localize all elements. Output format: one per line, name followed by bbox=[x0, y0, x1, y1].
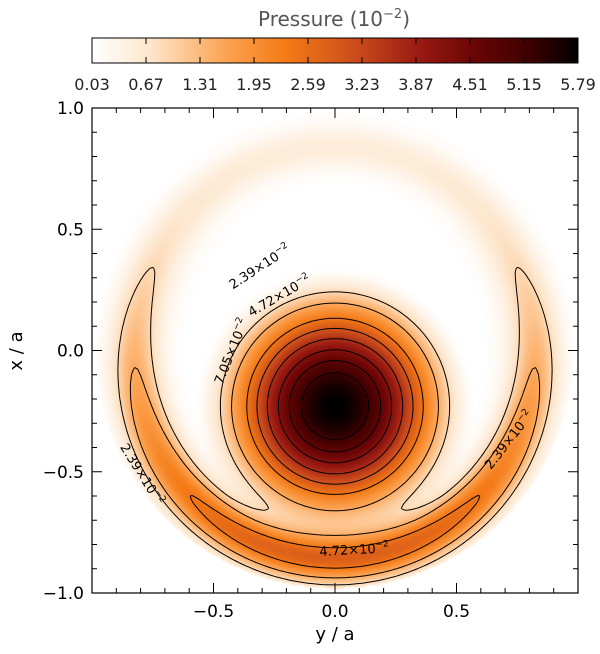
y-tick-label: −0.5 bbox=[43, 463, 84, 483]
colorbar-tick-label: 4.51 bbox=[452, 75, 488, 94]
colorbar-title-close: ) bbox=[402, 7, 410, 31]
colorbar-tick-label: 5.15 bbox=[506, 75, 542, 94]
colorbar-tick-label: 2.59 bbox=[290, 75, 326, 94]
colorbar-tick-label: 1.31 bbox=[182, 75, 218, 94]
colorbar-tick-label: 3.23 bbox=[344, 75, 380, 94]
x-tick-label: 0.0 bbox=[321, 602, 348, 622]
colorbar-title: Pressure (10−2) bbox=[258, 7, 410, 31]
x-axis-title: y / a bbox=[315, 624, 354, 645]
contour-label: 4.72×10−2 bbox=[319, 539, 389, 560]
contour-line bbox=[301, 372, 369, 441]
y-axis-title: x / a bbox=[6, 331, 27, 370]
contour-line bbox=[129, 302, 541, 579]
contour-line bbox=[117, 266, 553, 586]
axis-ticks bbox=[91, 107, 579, 594]
contour-line bbox=[189, 317, 481, 569]
colorbar-tick-label: 1.95 bbox=[236, 75, 272, 94]
contour-line bbox=[277, 349, 393, 464]
axis-tick-labels: −0.5 0.0 0.5 1.0 0.5 0.0 −0.5 −1.0 bbox=[43, 99, 470, 622]
contour-line bbox=[256, 327, 414, 485]
contour-line bbox=[266, 338, 404, 475]
pressure-heatmap bbox=[92, 108, 578, 593]
y-tick-label: −1.0 bbox=[43, 584, 84, 604]
x-tick-label: 0.5 bbox=[443, 602, 470, 622]
y-tick-label: 0.0 bbox=[57, 342, 84, 362]
colorbar-title-exponent: −2 bbox=[383, 7, 402, 22]
contour-line bbox=[288, 360, 382, 453]
colorbar-title-text: Pressure (10 bbox=[258, 7, 383, 31]
colorbar-ticks: 0.03 0.67 1.31 1.95 2.59 3.23 3.87 4.51 5.15 5.79 bbox=[74, 38, 596, 94]
x-tick-label: −0.5 bbox=[193, 602, 234, 622]
contour-lines bbox=[117, 266, 553, 586]
y-tick-label: 0.5 bbox=[57, 220, 84, 240]
colorbar-tick-label: 5.79 bbox=[560, 75, 596, 94]
colorbar bbox=[91, 37, 579, 64]
colorbar-tick-label: 0.67 bbox=[128, 75, 164, 94]
colorbar-tick-label: 0.03 bbox=[74, 75, 110, 94]
y-tick-label: 1.0 bbox=[57, 99, 84, 119]
colorbar-tick-label: 3.87 bbox=[398, 75, 434, 94]
